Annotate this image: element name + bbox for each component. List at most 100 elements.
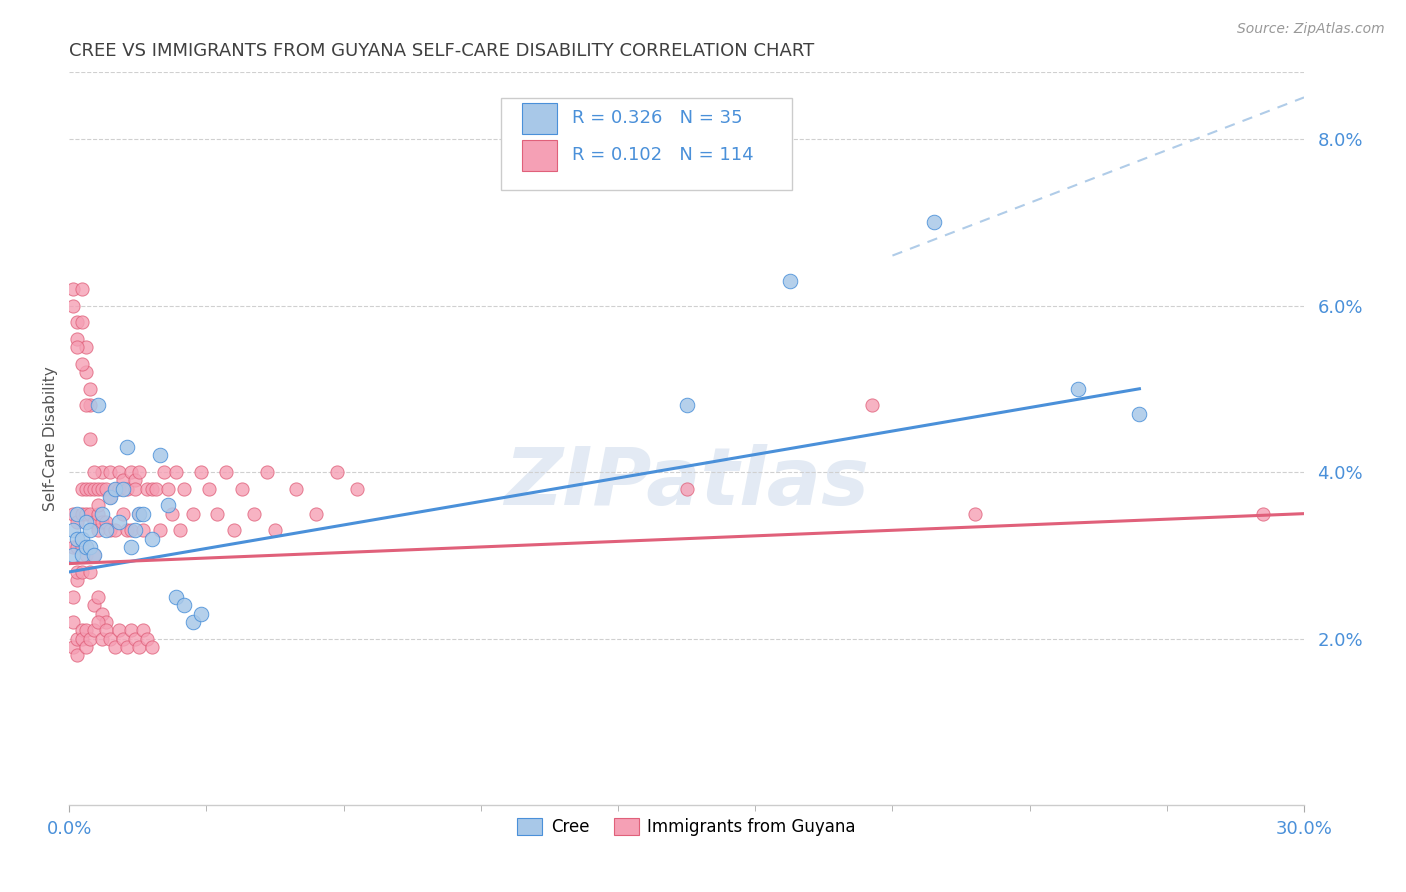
Y-axis label: Self-Care Disability: Self-Care Disability: [44, 367, 58, 511]
Point: [675, 399, 697, 413]
Point: [75, 365, 97, 379]
Point: [107, 482, 129, 496]
Point: [198, 482, 221, 496]
Point: [87, 399, 110, 413]
Text: Source: ZipAtlas.com: Source: ZipAtlas.com: [1237, 22, 1385, 37]
Point: [103, 482, 125, 496]
Point: [346, 482, 368, 496]
Point: [103, 482, 125, 496]
Point: [62, 615, 84, 629]
Point: [243, 507, 266, 521]
Point: [62, 590, 84, 604]
Point: [124, 482, 146, 496]
Point: [132, 623, 155, 637]
Point: [91, 482, 114, 496]
Point: [87, 590, 110, 604]
Point: [120, 540, 142, 554]
Point: [100, 490, 122, 504]
Point: [103, 640, 125, 654]
Point: [70, 507, 93, 521]
Point: [326, 465, 349, 479]
Point: [111, 482, 134, 496]
Point: [66, 565, 89, 579]
Point: [115, 482, 138, 496]
Point: [181, 507, 204, 521]
Point: [75, 548, 97, 562]
Point: [62, 548, 84, 562]
Point: [128, 465, 150, 479]
Point: [66, 315, 89, 329]
Point: [100, 490, 122, 504]
Point: [264, 523, 287, 537]
Point: [120, 623, 142, 637]
Point: [169, 523, 191, 537]
Point: [128, 507, 150, 521]
Point: [222, 523, 245, 537]
FancyBboxPatch shape: [523, 103, 557, 134]
Point: [66, 540, 89, 554]
Point: [305, 507, 328, 521]
Point: [107, 623, 129, 637]
Point: [70, 315, 93, 329]
Text: ZIPatlas: ZIPatlas: [505, 443, 869, 522]
Point: [79, 399, 101, 413]
Point: [66, 648, 89, 662]
Point: [66, 340, 89, 354]
Point: [75, 399, 97, 413]
Point: [111, 632, 134, 646]
Point: [115, 523, 138, 537]
Point: [115, 640, 138, 654]
Point: [66, 532, 89, 546]
Point: [91, 507, 114, 521]
Point: [87, 498, 110, 512]
Point: [66, 573, 89, 587]
Point: [779, 274, 801, 288]
Point: [70, 623, 93, 637]
Point: [79, 382, 101, 396]
Point: [136, 632, 159, 646]
Point: [83, 623, 105, 637]
Point: [96, 623, 118, 637]
Point: [124, 473, 146, 487]
Point: [124, 632, 146, 646]
Point: [62, 282, 84, 296]
Point: [100, 523, 122, 537]
Point: [62, 299, 84, 313]
Point: [87, 523, 110, 537]
Point: [75, 515, 97, 529]
Point: [66, 632, 89, 646]
Point: [149, 523, 172, 537]
Point: [79, 432, 101, 446]
Point: [103, 523, 125, 537]
Point: [190, 465, 212, 479]
Point: [860, 399, 883, 413]
Point: [120, 465, 142, 479]
Point: [96, 615, 118, 629]
Legend: Cree, Immigrants from Guyana: Cree, Immigrants from Guyana: [509, 809, 865, 845]
Point: [157, 482, 180, 496]
Point: [91, 465, 114, 479]
Point: [62, 640, 84, 654]
Point: [62, 507, 84, 521]
Point: [70, 565, 93, 579]
Point: [128, 640, 150, 654]
Point: [87, 615, 110, 629]
Point: [87, 507, 110, 521]
Point: [96, 482, 118, 496]
Point: [70, 540, 93, 554]
Point: [79, 632, 101, 646]
Point: [165, 590, 187, 604]
Point: [79, 523, 101, 537]
Point: [100, 632, 122, 646]
Point: [70, 632, 93, 646]
Point: [128, 507, 150, 521]
Point: [87, 482, 110, 496]
Point: [70, 282, 93, 296]
Point: [157, 498, 180, 512]
Point: [83, 515, 105, 529]
Point: [284, 482, 307, 496]
Point: [66, 332, 89, 346]
Point: [83, 465, 105, 479]
Point: [70, 532, 93, 546]
Point: [181, 615, 204, 629]
